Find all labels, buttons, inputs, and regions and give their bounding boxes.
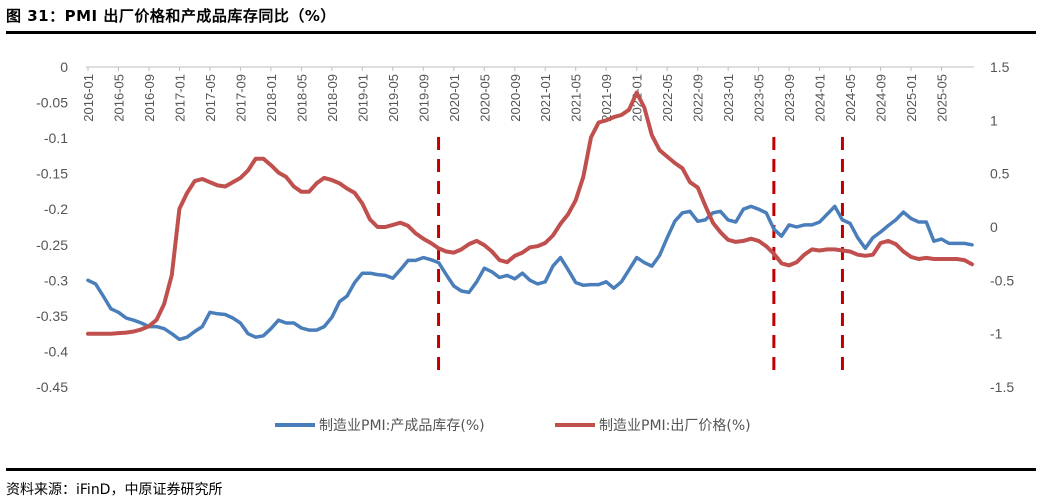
x-axis-tick-label: 2018-05 bbox=[294, 74, 309, 122]
left-axis-tick-label: -0.35 bbox=[36, 308, 68, 324]
x-axis-tick-label: 2018-09 bbox=[325, 74, 340, 122]
x-axis-tick-label: 2023-05 bbox=[752, 74, 767, 122]
left-axis-tick-label: -0.2 bbox=[44, 201, 68, 217]
x-axis-tick-label: 2023-09 bbox=[782, 74, 797, 122]
x-axis-tick-label: 2017-09 bbox=[233, 74, 248, 122]
series-line-inventory bbox=[86, 204, 974, 342]
series-line-price bbox=[86, 90, 974, 336]
right-axis-tick-label: -0.5 bbox=[990, 272, 1014, 288]
x-axis-tick-label: 2024-09 bbox=[874, 74, 889, 122]
x-axis-tick-label: 2025-01 bbox=[904, 74, 919, 122]
legend: 制造业PMI:产成品库存(%) 制造业PMI:出厂价格(%) bbox=[275, 418, 751, 434]
x-axis-tick-label: 2020-09 bbox=[508, 74, 523, 122]
legend-label-inventory: 制造业PMI:产成品库存(%) bbox=[319, 418, 485, 434]
x-axis-tick-label: 2020-05 bbox=[477, 74, 492, 122]
x-axis-tick-label: 2023-01 bbox=[721, 74, 736, 122]
left-axis-tick-label: 0 bbox=[60, 59, 68, 75]
x-axis-tick-label: 2019-01 bbox=[355, 74, 370, 122]
x-axis-tick-label: 2017-05 bbox=[203, 74, 218, 122]
legend-label-price: 制造业PMI:出厂价格(%) bbox=[599, 418, 751, 434]
right-axis-tick-label: 1 bbox=[990, 112, 998, 128]
right-axis-tick-label: 0 bbox=[990, 219, 998, 235]
figure-title: 图 31：PMI 出厂价格和产成品库存同比（%） bbox=[6, 7, 336, 25]
x-axis-tick-label: 2016-01 bbox=[81, 74, 96, 122]
x-axis-tick-label: 2022-09 bbox=[691, 74, 706, 122]
x-axis-tick-label: 2016-05 bbox=[111, 74, 126, 122]
left-axis-tick-label: -0.45 bbox=[36, 379, 68, 395]
vertical-markers bbox=[437, 137, 844, 375]
top-rule bbox=[6, 31, 1036, 34]
right-axis-tick-label: 1.5 bbox=[990, 59, 1010, 75]
x-axis-tick-label: 2019-05 bbox=[386, 74, 401, 122]
left-axis-tick-label: -0.4 bbox=[44, 343, 68, 359]
x-axis-tick-label: 2021-01 bbox=[538, 74, 553, 122]
right-axis-tick-label: -1.5 bbox=[990, 379, 1014, 395]
series-lines bbox=[86, 90, 974, 342]
right-axis-tick-label: -1 bbox=[990, 326, 1003, 342]
x-axis-tick-label: 2024-01 bbox=[813, 74, 828, 122]
x-axis-tick-label: 2025-05 bbox=[935, 74, 950, 122]
left-axis-tick-label: -0.1 bbox=[44, 130, 68, 146]
bottom-rule bbox=[6, 468, 1036, 471]
x-axis-tick-label: 2016-09 bbox=[142, 74, 157, 122]
x-axis-tick-label: 2022-05 bbox=[660, 74, 675, 122]
left-axis-tick-label: -0.15 bbox=[36, 166, 68, 182]
x-axis-tick-label: 2017-01 bbox=[172, 74, 187, 122]
chart-axes: 0 -0.05 -0.1 -0.15 -0.2 -0.25 -0.3 -0.35 -0.4 -0.… bbox=[36, 59, 1014, 395]
left-axis-tick-label: -0.3 bbox=[44, 272, 68, 288]
x-axis-tick-label: 2020-01 bbox=[447, 74, 462, 122]
x-axis-tick-label: 2019-09 bbox=[416, 74, 431, 122]
x-axis-tick-label: 2021-05 bbox=[569, 74, 584, 122]
left-axis-tick-label: -0.05 bbox=[36, 95, 68, 111]
right-axis-tick-label: 0.5 bbox=[990, 166, 1010, 182]
x-axis-tick-label: 2018-01 bbox=[264, 74, 279, 122]
x-axis-tick-label: 2024-05 bbox=[843, 74, 858, 122]
source-note: 资料来源：iFinD，中原证券研究所 bbox=[6, 482, 223, 498]
x-axis-tick-label: 2021-09 bbox=[599, 74, 614, 122]
left-axis-tick-label: -0.25 bbox=[36, 237, 68, 253]
